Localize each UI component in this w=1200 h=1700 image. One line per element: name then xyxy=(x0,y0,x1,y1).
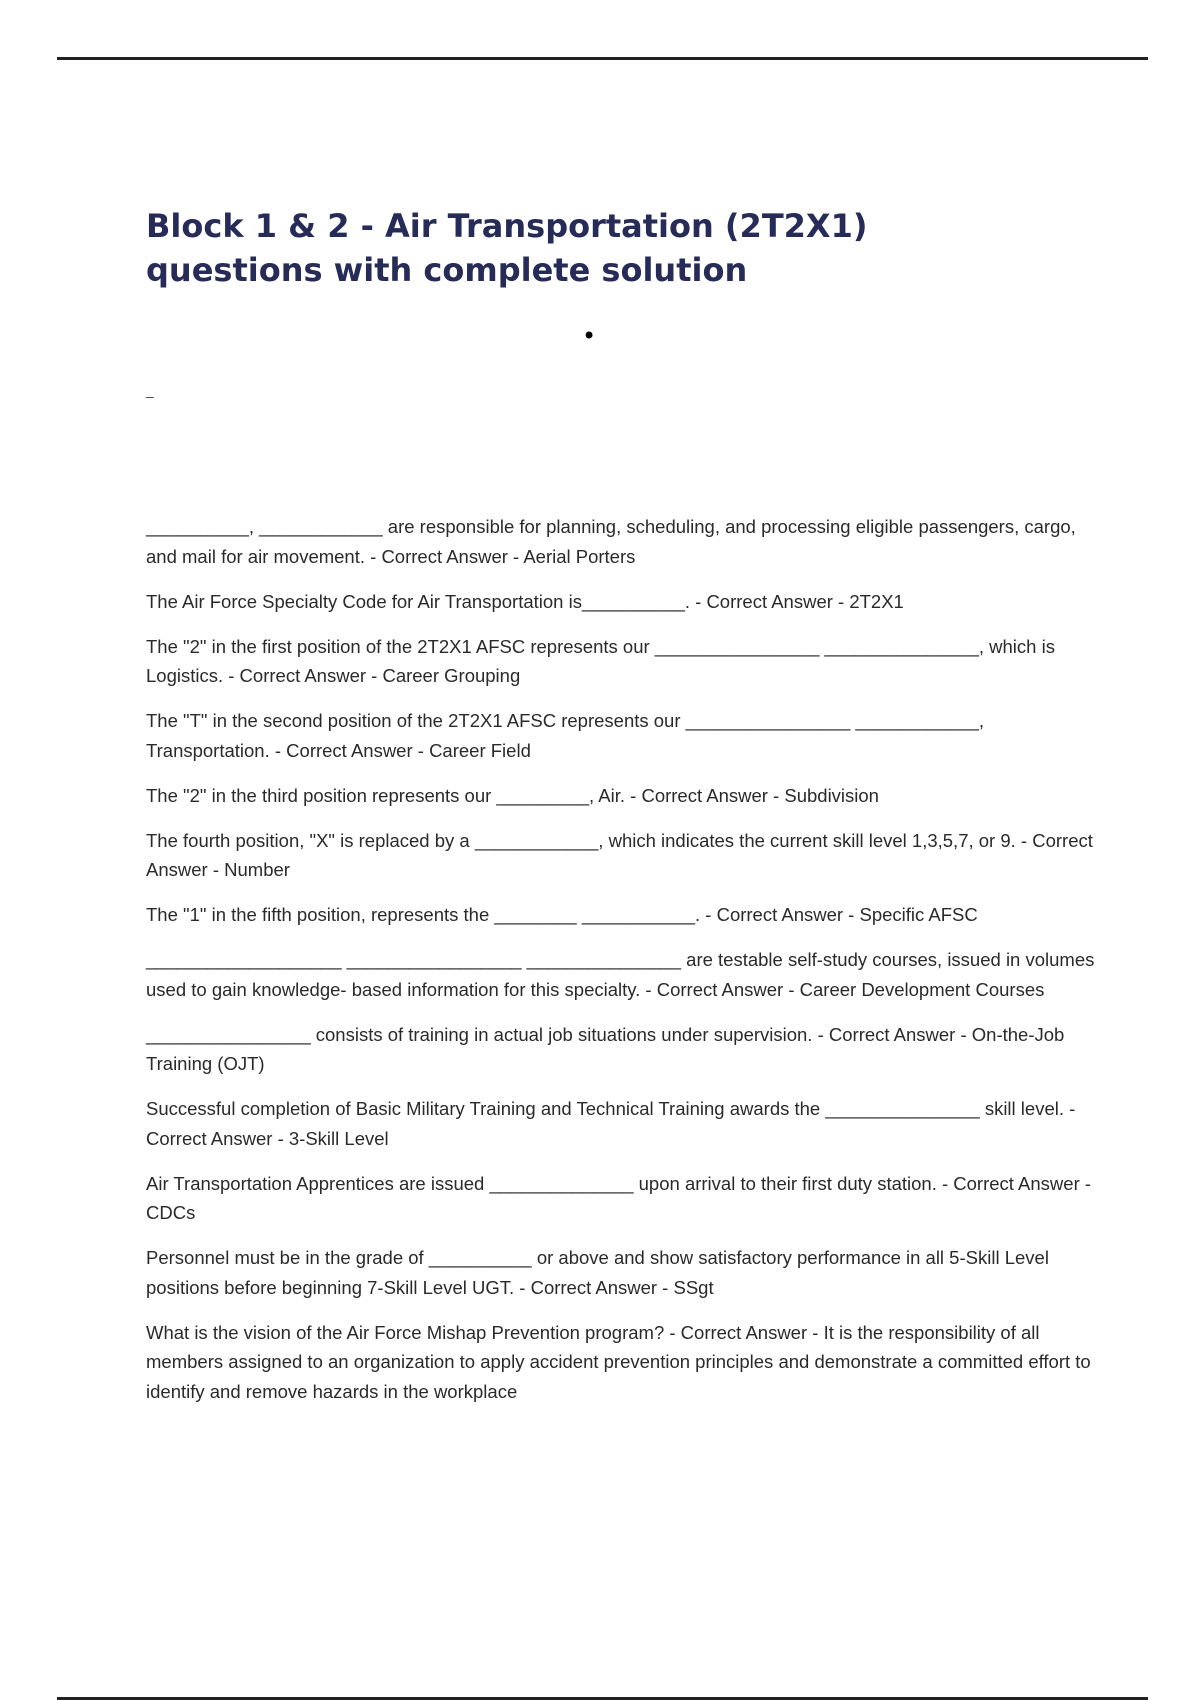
document-title: Block 1 & 2 - Air Transportation (2T2X1)… xyxy=(146,207,868,289)
qa-item: Air Transportation Apprentices are issue… xyxy=(146,1172,1092,1224)
footer-rule xyxy=(57,1697,1148,1700)
bullet-mark: • xyxy=(582,322,597,350)
qa-item: ___________________ _________________ __… xyxy=(146,949,1095,1000)
dash-mark: – xyxy=(146,388,154,404)
header-rule xyxy=(57,57,1148,60)
qa-item: The fourth position, "X" is replaced by … xyxy=(146,829,1093,881)
qa-item: The "1" in the fifth position, represent… xyxy=(146,904,978,925)
qa-item: __________, ____________ are responsible… xyxy=(146,516,1076,567)
question-answer-list: __________, ____________ are responsible… xyxy=(146,512,1096,1422)
qa-item: ________________ consists of training in… xyxy=(146,1023,1065,1075)
qa-item: The "T" in the second position of the 2T… xyxy=(146,710,985,761)
qa-item: Personnel must be in the grade of ______… xyxy=(146,1247,1049,1298)
qa-item: The "2" in the first position of the 2T2… xyxy=(146,635,1055,687)
qa-item: What is the vision of the Air Force Mish… xyxy=(146,1321,1091,1402)
qa-item: The Air Force Specialty Code for Air Tra… xyxy=(146,590,904,612)
qa-item: Successful completion of Basic Military … xyxy=(146,1098,1076,1149)
qa-item: The "2" in the third position represents… xyxy=(146,784,879,806)
